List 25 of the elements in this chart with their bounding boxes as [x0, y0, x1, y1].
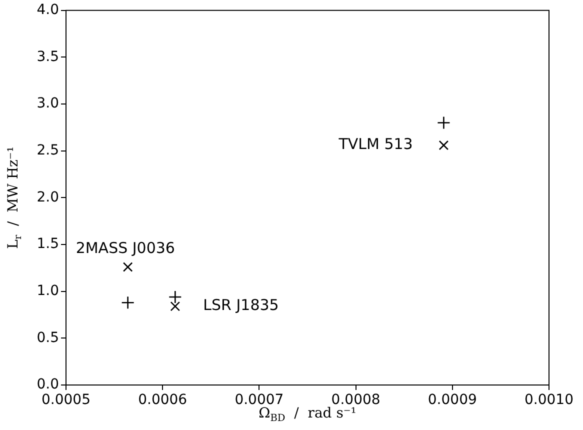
y-tick-label: 3.0: [36, 96, 59, 112]
point: [122, 262, 133, 272]
x-tick-label: 0.0006: [138, 392, 188, 408]
y-tick-label: 1.5: [36, 236, 59, 252]
y-tick-label: 2.0: [36, 189, 59, 206]
x-tick-label: 0.0005: [42, 392, 90, 408]
y-tick-label: 3.5: [36, 48, 59, 65]
point: [438, 140, 449, 150]
y-tick-label: 2.5: [36, 142, 59, 159]
x-tick-label: 0.0009: [428, 392, 477, 408]
annotation: TVLM 513: [338, 135, 413, 154]
annotation: 2MASS J0036: [76, 238, 175, 257]
x-tick-label: 0.0010: [524, 392, 574, 408]
y-tick-label: 0.5: [36, 330, 59, 346]
point: [121, 296, 134, 310]
y-axis-title: Lr / MW Hz⁻¹: [6, 146, 24, 249]
x-tick-label: 0.0007: [234, 392, 284, 408]
y-tick-label: 4.0: [36, 2, 59, 18]
x-tick-label: 0.0008: [331, 392, 380, 408]
point: [437, 116, 450, 130]
annotation: LSR J1835: [203, 296, 279, 314]
y-tick-label: 1.0: [36, 282, 59, 299]
point: [170, 301, 180, 312]
y-tick-label: 0.0: [36, 376, 59, 393]
point: [168, 290, 182, 304]
